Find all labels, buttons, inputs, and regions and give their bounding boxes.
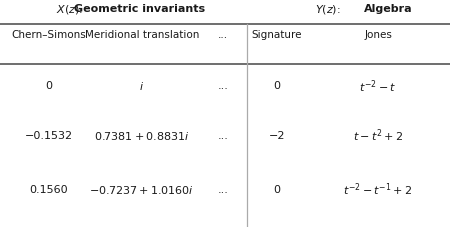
Text: Geometric invariants: Geometric invariants	[74, 4, 205, 14]
Text: ...: ...	[217, 81, 228, 91]
Text: −0.1532: −0.1532	[25, 131, 72, 141]
Text: Algebra: Algebra	[364, 4, 412, 14]
Text: $-0.7237+1.0160i$: $-0.7237+1.0160i$	[89, 184, 194, 195]
Text: $0.7381+0.8831i$: $0.7381+0.8831i$	[94, 130, 189, 142]
Text: $t^{-2}-t$: $t^{-2}-t$	[360, 78, 396, 95]
Text: Jones: Jones	[364, 30, 392, 40]
Text: $i$: $i$	[139, 80, 144, 92]
Text: 0: 0	[273, 185, 280, 195]
Text: Meridional translation: Meridional translation	[85, 30, 199, 40]
Text: Signature: Signature	[252, 30, 302, 40]
Text: 0.1560: 0.1560	[29, 185, 68, 195]
Text: ...: ...	[217, 131, 228, 141]
Text: ...: ...	[217, 185, 228, 195]
Text: ...: ...	[218, 30, 228, 40]
Text: $X(z)$:: $X(z)$:	[56, 2, 83, 16]
Text: −2: −2	[269, 131, 285, 141]
Text: $t-t^{2}+2$: $t-t^{2}+2$	[353, 128, 403, 145]
Text: $Y(z)$:: $Y(z)$:	[315, 2, 341, 16]
Text: 0: 0	[45, 81, 52, 91]
Text: 0: 0	[273, 81, 280, 91]
Text: $t^{-2}-t^{-1}+2$: $t^{-2}-t^{-1}+2$	[343, 181, 413, 198]
Text: Chern–Simons: Chern–Simons	[11, 30, 86, 40]
